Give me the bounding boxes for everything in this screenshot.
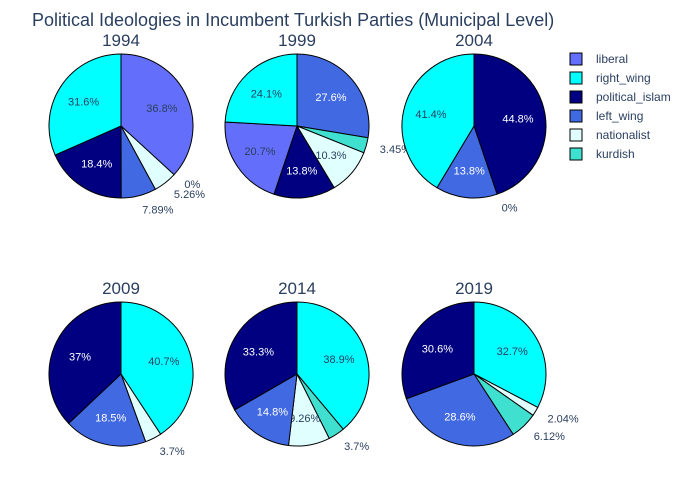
slice-label: 38.9% [323,354,354,366]
slice-label: 44.8% [502,114,533,126]
pie-slice-political_islam[interactable] [54,125,122,199]
legend-label: liberal [596,52,628,66]
slice-label: 5.26% [174,189,205,201]
legend-swatch [569,71,583,85]
pie-slice-liberal[interactable] [224,121,298,195]
legend-item-right_wing[interactable]: right_wing [569,71,651,85]
slice-label: 3.45% [380,144,411,156]
pie-title: 2019 [455,279,493,298]
pie-title: 2014 [278,279,316,298]
pie-slice-left_wing[interactable] [296,53,370,139]
pie-2009: 2009 40.7% 3.7% 18.5% 37% [48,279,194,458]
slice-label: 13.8% [454,165,485,177]
slice-label: 40.7% [148,356,179,368]
slice-label: 3.7% [160,446,185,458]
pie-title: 1994 [102,31,140,50]
pie-title: 1999 [278,31,316,50]
slice-label: 36.8% [146,103,177,115]
slice-label: 24.1% [251,89,282,101]
slice-label: 13.8% [286,165,317,177]
slice-label: 18.5% [95,412,126,424]
slice-label: 20.7% [244,146,275,158]
pie-slice-right_wing[interactable] [48,53,122,156]
slice-label: 37% [69,351,91,363]
slice-label: 28.6% [444,411,475,423]
slice-label: 7.89% [142,204,173,216]
slice-label: 41.4% [415,109,446,121]
slice-label: 10.3% [315,150,346,162]
legend-item-left_wing[interactable]: left_wing [569,109,643,123]
legend-label: right_wing [596,71,651,85]
pie-slice-right_wing[interactable] [296,301,370,430]
legend-label: left_wing [596,109,643,123]
pie-1994: 1994 36.8% 0%5.26%7.89% 18.4% 31.6% [48,31,205,216]
slice-label: 31.6% [68,97,99,109]
slice-label: 27.6% [315,92,346,104]
pie-2019: 2019 32.7% 2.04% 6.12% 28.6% 30.6% [401,279,579,447]
legend-item-kurdish[interactable]: kurdish [569,147,635,161]
pie-slice-political_islam[interactable] [224,301,298,411]
pie-1999: 1999 27.6% 3.45% 10.3% 13.8% 20.7% 24.1% [224,31,411,199]
legend-item-nationalist[interactable]: nationalist [569,128,651,142]
slice-label: 0% [184,179,200,191]
slice-label: 32.7% [497,346,528,358]
legend-item-liberal[interactable]: liberal [569,52,628,66]
pie-slice-political_islam[interactable] [473,53,547,195]
pie-slice-right_wing[interactable] [473,301,547,409]
legend-label: political_islam [596,90,671,104]
pie-slice-left_wing[interactable] [436,124,498,199]
pie-slice-left_wing[interactable] [67,373,147,447]
pie-slice-liberal[interactable] [120,53,194,176]
legend-label: nationalist [596,128,651,142]
slice-label: 6.12% [534,431,565,443]
pie-2014: 2014 38.9% 3.7% 9.26%14.8% 33.3% [224,279,370,453]
slice-label: 0% [502,203,518,215]
legend-label: kurdish [596,147,635,161]
pie-slice-left_wing[interactable] [405,373,514,447]
pie-2004: 2004 44.8% 0% 13.8% 41.4% [401,31,547,215]
pie-slice-left_wing[interactable] [233,373,298,447]
slice-label: 33.3% [243,347,274,359]
pie-slice-political_islam[interactable] [273,124,335,199]
chart-title: Political Ideologies in Incumbent Turkis… [32,10,554,30]
legend-swatch [569,147,583,161]
slice-label: 2.04% [548,414,579,426]
pie-slice-political_islam[interactable] [48,301,122,425]
legend-swatch [569,109,583,123]
legend-item-political_islam[interactable]: political_islam [569,90,671,104]
legend: liberal right_wing political_islam left_win… [569,52,671,161]
pies-group: 199436.8%0%5.26%7.89%18.4%31.6%199927.6%… [48,31,579,458]
slice-label: 3.7% [344,441,369,453]
legend-swatch [569,52,583,66]
pie-title: 2009 [102,279,140,298]
slice-label: 18.4% [81,158,112,170]
slice-label: 14.8% [257,406,288,418]
slice-label: 30.6% [422,343,453,355]
legend-swatch [569,128,583,142]
slice-label: 9.26% [289,413,320,425]
legend-swatch [569,90,583,104]
pie-slice-political_islam[interactable] [401,301,475,400]
pie-title: 2004 [455,31,493,50]
pie-slice-right_wing[interactable] [224,53,298,127]
pie-slice-right_wing[interactable] [401,53,475,189]
